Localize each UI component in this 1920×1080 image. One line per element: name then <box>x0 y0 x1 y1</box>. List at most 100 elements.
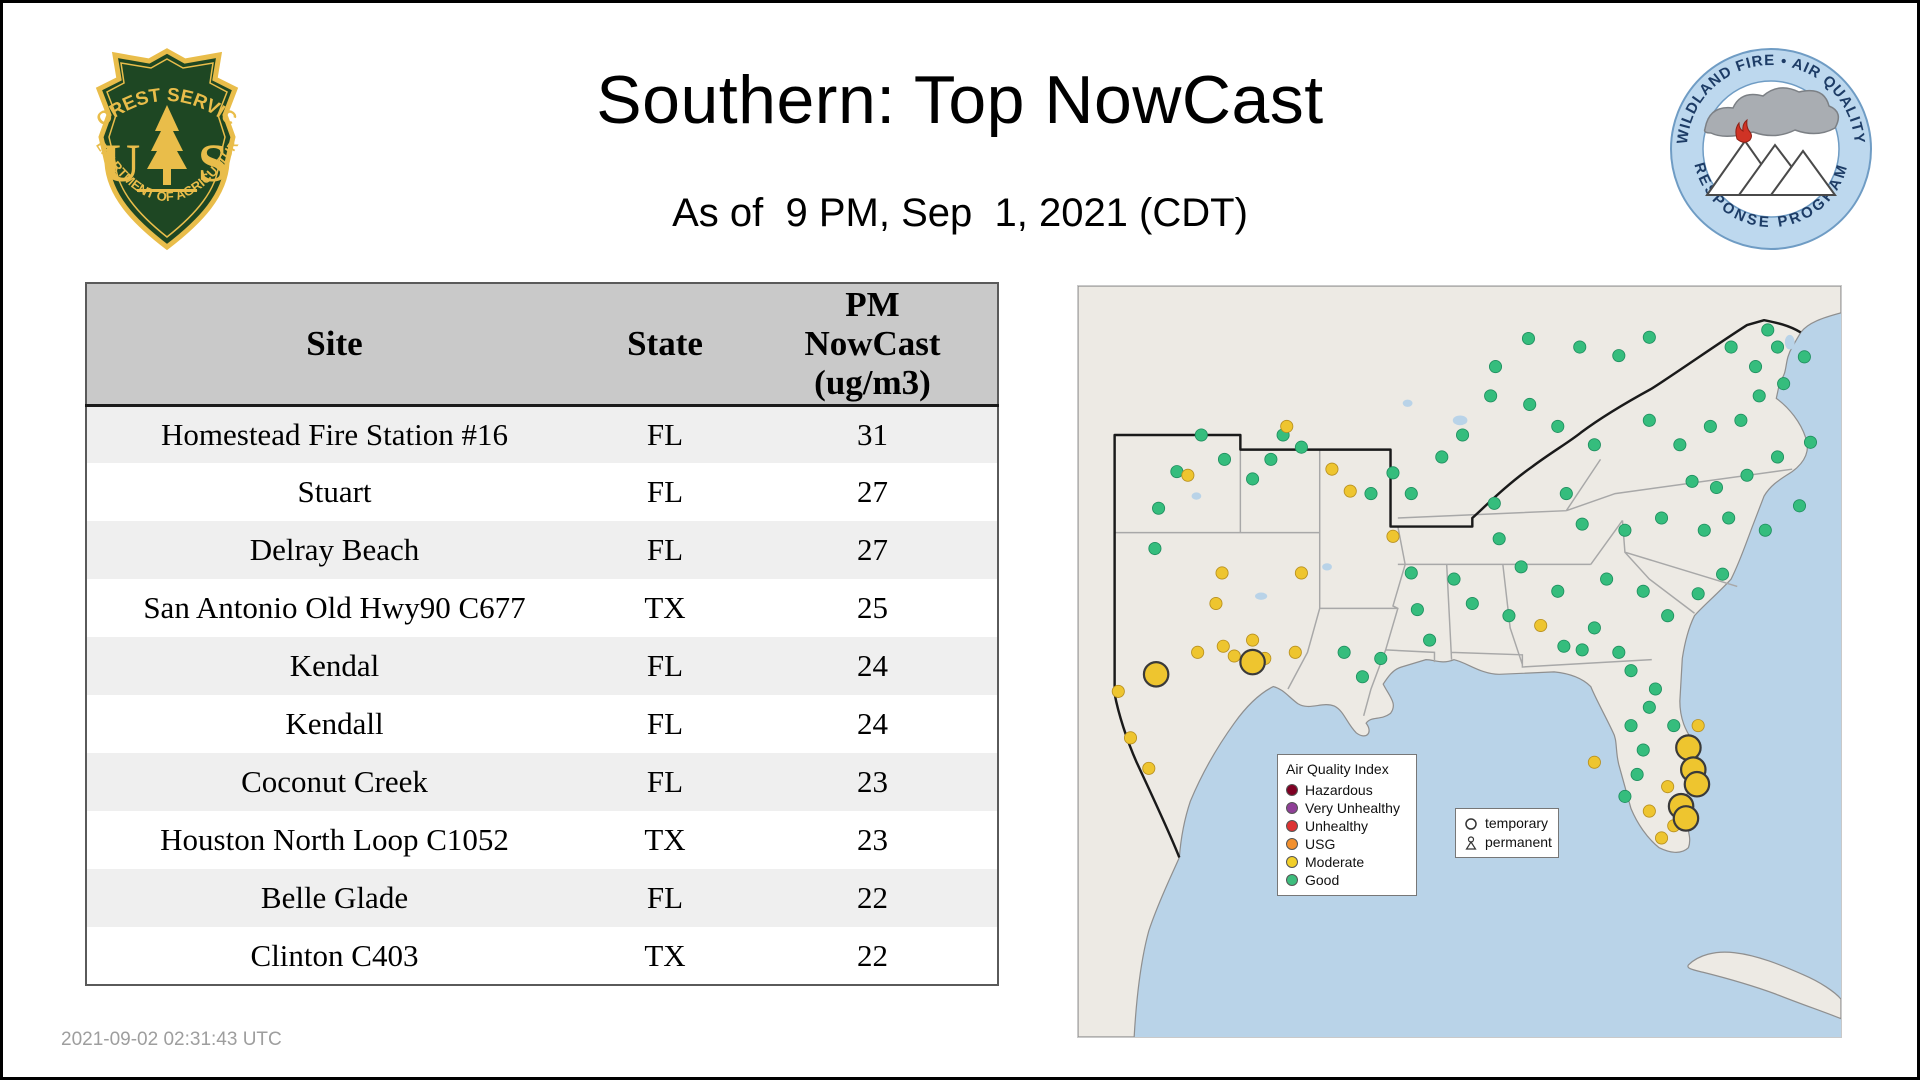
monitor-dot-moderate-permanent <box>1661 780 1675 794</box>
state-cell: FL <box>646 880 684 915</box>
usfs-letter-u: U <box>102 133 141 193</box>
value-cell: 31 <box>857 416 888 452</box>
generated-timestamp: 2021-09-02 02:31:43 UTC <box>61 1029 282 1050</box>
monitor-dot-good-permanent <box>1148 542 1162 556</box>
monitor-dot-good-permanent <box>1435 450 1449 464</box>
site-cell: Stuart <box>297 474 372 509</box>
monitor-dot-good-permanent <box>1484 389 1498 403</box>
monitor-dot-good-permanent <box>1587 438 1601 452</box>
state-cell: TX <box>644 822 686 857</box>
monitor-dot-good-permanent <box>1636 743 1650 757</box>
monitor-dot-moderate-permanent <box>1227 649 1241 663</box>
monitor-dot-good-permanent <box>1502 609 1516 623</box>
monitor-dot-good-permanent <box>1557 639 1571 653</box>
site-cell: Houston North Loop C1052 <box>160 822 509 857</box>
monitor-dot-good-permanent <box>1152 501 1166 515</box>
legend-color-dot <box>1286 820 1298 832</box>
monitor-dot-good-permanent <box>1551 584 1565 598</box>
monitor-dot-moderate-temporary <box>1239 648 1266 676</box>
monitor-dot-good-permanent <box>1364 487 1378 501</box>
monitor-dot-moderate-permanent <box>1142 761 1156 775</box>
usfs-shield-inner-line <box>106 58 228 238</box>
monitor-dot-good-permanent <box>1294 440 1308 454</box>
monitor-dot-moderate-permanent <box>1215 566 1229 580</box>
monitor-dot-moderate-permanent <box>1246 633 1260 647</box>
legend-item: Very Unhealthy <box>1286 799 1408 817</box>
monitor-dot-moderate-permanent <box>1655 831 1669 845</box>
site-cell: Kendall <box>285 706 384 741</box>
value-cell: 27 <box>857 474 888 509</box>
permanent-label: permanent <box>1485 834 1552 850</box>
monitor-dot-moderate-permanent <box>1123 731 1138 745</box>
state-borders <box>1114 449 1793 717</box>
monitor-dot-good-permanent <box>1523 397 1537 411</box>
legend-label: Good <box>1305 872 1340 888</box>
monitor-dot-good-permanent <box>1642 700 1656 714</box>
monitor-dot-good-permanent <box>1624 719 1638 733</box>
region-outline <box>1113 318 1802 858</box>
value-cell: 25 <box>857 590 888 625</box>
monitor-dot-moderate-permanent <box>1216 639 1230 653</box>
monitor-dot-good-permanent <box>1661 609 1675 623</box>
monitor-dot-moderate-permanent <box>1343 484 1357 498</box>
monitor-dot-good-permanent <box>1246 472 1260 486</box>
monitor-dot-good-permanent <box>1624 664 1638 678</box>
southern-region-map <box>1078 286 1841 1037</box>
monitor-dot-good-permanent <box>1724 340 1738 354</box>
map-panel: Air Quality Index Hazardous Very Unhealth… <box>1077 285 1842 1038</box>
monitor-dots-layer <box>1111 323 1818 845</box>
monitor-dot-moderate-permanent <box>1587 755 1601 769</box>
mountains-icon <box>1705 139 1837 196</box>
table-row: Homestead Fire Station #16 FL 31 <box>86 405 998 463</box>
state-cell: FL <box>646 706 684 741</box>
monitor-dot-good-permanent <box>1217 452 1232 466</box>
permanent-marker-icon <box>1465 835 1477 850</box>
legend-label: Unhealthy <box>1305 818 1369 834</box>
monitor-dot-good-permanent <box>1691 587 1705 601</box>
monitor-dot-good-permanent <box>1465 596 1479 611</box>
flame-icon <box>1735 118 1752 143</box>
monitor-dot-good-permanent <box>1655 511 1669 525</box>
legend-color-dot <box>1286 874 1298 886</box>
value-cell: 22 <box>857 937 888 973</box>
temporary-marker-icon <box>1465 817 1477 830</box>
legend-item: Unhealthy <box>1286 817 1408 835</box>
monitor-dot-good-permanent <box>1194 428 1208 442</box>
monitor-dot-good-permanent <box>1573 340 1587 354</box>
column-header-pm-nowcast: PM NowCast (ug/m3) <box>748 283 998 407</box>
monitor-dot-good-permanent <box>1355 670 1369 684</box>
column-header-state: State <box>582 283 748 407</box>
state-cell: FL <box>646 416 684 452</box>
table-row: San Antonio Old Hwy90 C677 TX 25 <box>86 579 998 637</box>
table-row: Kendal FL 24 <box>86 637 998 695</box>
monitor-dot-good-permanent <box>1758 523 1772 537</box>
table-row: Clinton C403 TX 22 <box>86 927 998 985</box>
as-of-subtitle: As of 9 PM, Sep 1, 2021 (CDT) <box>672 191 1248 235</box>
site-cell: Kendal <box>289 648 380 683</box>
legend-item: Good <box>1286 871 1408 889</box>
nowcast-table: Site State PM NowCast (ug/m3) Homestead … <box>85 282 999 986</box>
site-cell: Clinton C403 <box>250 937 419 973</box>
legend-label: Moderate <box>1305 854 1365 870</box>
site-cell: Coconut Creek <box>241 764 428 799</box>
monitor-dot-good-permanent <box>1618 523 1632 537</box>
site-cell: San Antonio Old Hwy90 C677 <box>143 590 526 625</box>
monitor-dot-moderate-permanent <box>1191 645 1205 659</box>
monitor-dot-moderate-permanent <box>1288 645 1302 659</box>
monitor-dot-moderate-temporary <box>1683 770 1711 798</box>
legend-label: USG <box>1305 836 1336 852</box>
monitor-dot-good-permanent <box>1685 474 1699 488</box>
table-header-row: Site State PM NowCast (ug/m3) <box>86 283 998 407</box>
monitor-dot-moderate-permanent <box>1181 468 1195 482</box>
monitor-dot-good-permanent <box>1770 450 1785 464</box>
monitor-dot-good-permanent <box>1792 499 1807 513</box>
monitor-dot-good-permanent <box>1703 419 1717 433</box>
monitor-dot-good-permanent <box>1386 466 1400 480</box>
monitor-dot-good-permanent <box>1648 682 1662 696</box>
value-cell: 23 <box>857 764 888 799</box>
monitor-dot-good-permanent <box>1447 572 1461 586</box>
table-body: Homestead Fire Station #16 FL 31 Stuart FL 27… <box>86 405 998 985</box>
inland-lakes <box>1191 334 1795 600</box>
monitor-dot-good-permanent <box>1587 621 1601 635</box>
